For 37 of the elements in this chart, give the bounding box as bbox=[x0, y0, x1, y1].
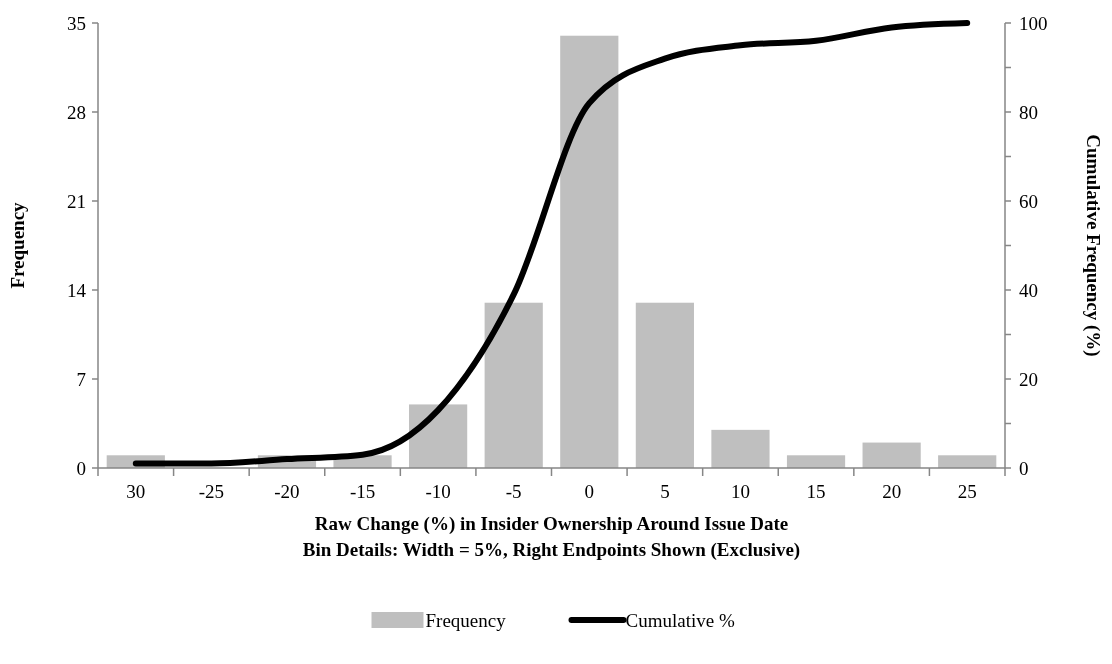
x-tick-label: 0 bbox=[584, 481, 595, 502]
legend-label: Frequency bbox=[425, 609, 507, 631]
y2-tick-label: 40 bbox=[1019, 279, 1038, 301]
y-tick-label: 7 bbox=[76, 368, 86, 390]
bar bbox=[862, 442, 921, 468]
x-tick-label: 25 bbox=[957, 481, 977, 502]
y-tick-label: 14 bbox=[67, 279, 87, 301]
x-tick-label: -20 bbox=[274, 481, 300, 502]
bar bbox=[786, 455, 846, 468]
y-axis-title: Frequency bbox=[7, 201, 28, 289]
y-tick-label: 28 bbox=[67, 101, 86, 123]
x-tick-label: 15 bbox=[806, 481, 826, 502]
y-tick-label: 35 bbox=[67, 12, 86, 34]
y2-tick-label: 0 bbox=[1019, 457, 1029, 479]
x-tick-label: -10 bbox=[425, 481, 451, 502]
x-tick-label: 10 bbox=[730, 481, 750, 502]
y2-tick-label: 60 bbox=[1019, 190, 1038, 212]
x-tick-label: 20 bbox=[882, 481, 902, 502]
bar bbox=[711, 429, 770, 468]
x-axis-title: Raw Change (%) in Insider Ownership Around Issue Date Bin Details: Width = 5%, Right Endpoints Shown (Exclusive) bbox=[302, 513, 801, 561]
bar bbox=[484, 302, 543, 468]
y-tick-label: 21 bbox=[67, 190, 86, 212]
y2-tick-label: 20 bbox=[1019, 368, 1038, 390]
y-tick-label: 0 bbox=[76, 457, 86, 479]
x-tick-label: 30 bbox=[126, 481, 146, 502]
y2-axis-title: Cumulative Frequency (%) bbox=[1082, 134, 1104, 357]
x-tick-label: 5 bbox=[660, 481, 670, 502]
bar bbox=[409, 404, 468, 468]
x-tick-label: -15 bbox=[349, 481, 376, 502]
bar bbox=[938, 455, 997, 468]
bar bbox=[560, 35, 619, 468]
y2-tick-label: 80 bbox=[1019, 101, 1038, 123]
bar bbox=[635, 302, 694, 468]
legend-label: Cumulative % bbox=[625, 609, 735, 631]
x-tick-label: -5 bbox=[505, 481, 522, 502]
y2-tick-label: 100 bbox=[1019, 12, 1048, 34]
x-tick-label: -25 bbox=[198, 481, 225, 502]
